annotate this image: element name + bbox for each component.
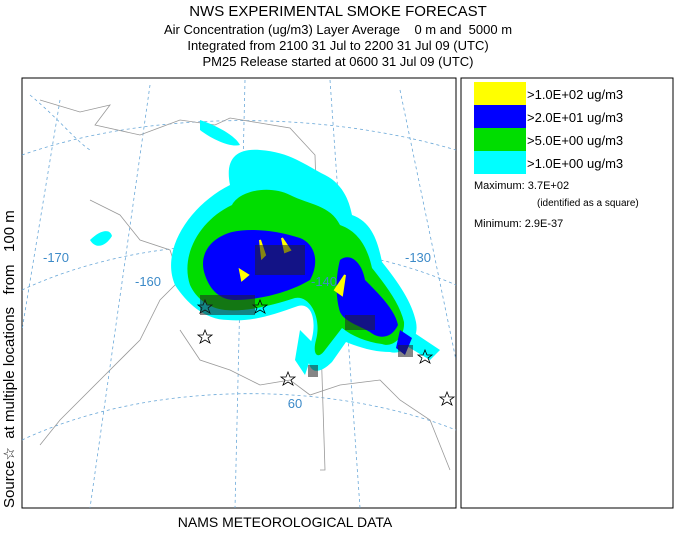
legend-swatch (474, 82, 526, 105)
title: NWS EXPERIMENTAL SMOKE FORECAST (189, 3, 487, 20)
side-label: Source☆ at multiple locations from 100 m (1, 210, 18, 508)
legend-swatch (474, 151, 526, 174)
footer: NAMS METEOROLOGICAL DATA (178, 514, 393, 530)
legend-minimum: Minimum: 2.9E-37 (474, 218, 563, 230)
graticule-label: -170 (43, 250, 69, 265)
graticule-label: 60 (288, 396, 302, 411)
map: -170 -160 -140 -130 60 (21, 77, 457, 509)
legend-label: >1.0E+02 ug/m3 (527, 87, 623, 102)
legend-swatch (474, 128, 526, 151)
legend-label: >2.0E+01 ug/m3 (527, 110, 623, 125)
coastline (39, 199, 451, 471)
graticule-label: -160 (135, 274, 161, 289)
subtitle: Air Concentration (ug/m3) Layer Average … (164, 22, 512, 37)
legend-swatch (474, 105, 526, 128)
legend-label: >1.0E+00 ug/m3 (527, 156, 623, 171)
legend-maximum-note: (identified as a square) (537, 198, 639, 209)
graticule-label: -130 (405, 250, 431, 265)
source-clusters (200, 245, 413, 377)
subtitle: PM25 Release started at 0600 31 Jul 09 (… (203, 54, 474, 69)
subtitle: Integrated from 2100 31 Jul to 2200 31 J… (187, 38, 488, 53)
legend-maximum: Maximum: 3.7E+02 (474, 180, 569, 192)
legend: >1.0E+02 ug/m3 >2.0E+01 ug/m3 >5.0E+00 ug/… (474, 82, 623, 174)
graticule-label: -140 (311, 274, 337, 289)
legend-label: >5.0E+00 ug/m3 (527, 133, 623, 148)
